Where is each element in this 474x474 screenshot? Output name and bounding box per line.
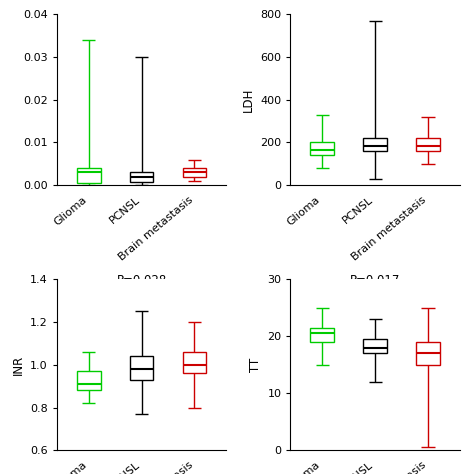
FancyBboxPatch shape [182, 168, 206, 177]
FancyBboxPatch shape [416, 138, 440, 151]
FancyBboxPatch shape [77, 168, 100, 183]
FancyBboxPatch shape [310, 328, 334, 342]
Text: P=0.028: P=0.028 [117, 274, 167, 287]
Text: P=0.017: P=0.017 [350, 274, 401, 287]
FancyBboxPatch shape [416, 342, 440, 365]
FancyBboxPatch shape [182, 352, 206, 374]
FancyBboxPatch shape [129, 356, 154, 380]
Y-axis label: TT: TT [249, 358, 262, 372]
FancyBboxPatch shape [77, 371, 100, 391]
Y-axis label: LDH: LDH [242, 88, 255, 112]
FancyBboxPatch shape [363, 138, 387, 151]
FancyBboxPatch shape [310, 143, 334, 155]
FancyBboxPatch shape [363, 339, 387, 354]
Y-axis label: INR: INR [11, 355, 25, 375]
FancyBboxPatch shape [129, 173, 154, 182]
